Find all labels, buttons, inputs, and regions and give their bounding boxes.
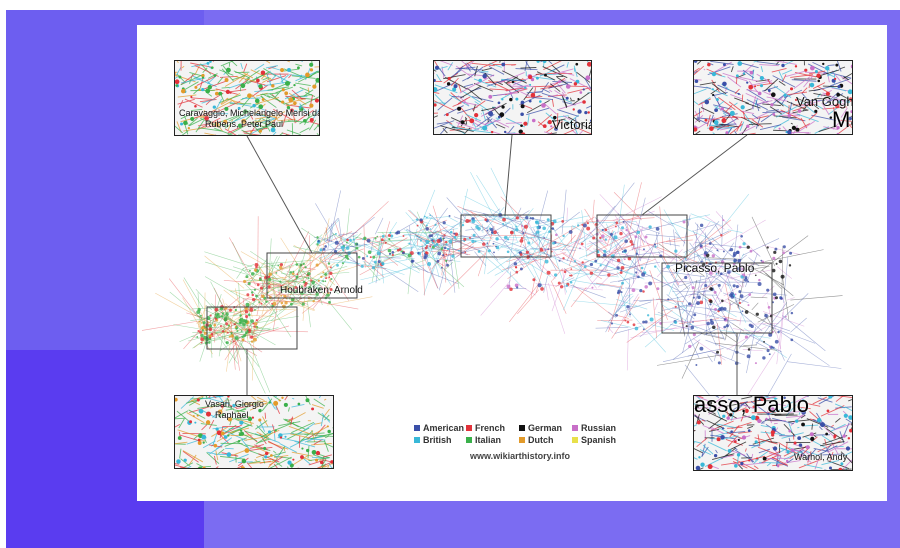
legend-label: Italian bbox=[475, 435, 502, 445]
inset-label: Raphael bbox=[215, 410, 249, 420]
inset-network bbox=[175, 396, 333, 468]
legend-item-dutch: Dutch bbox=[519, 435, 554, 445]
legend-swatch bbox=[466, 437, 472, 443]
inset-network bbox=[175, 61, 319, 135]
legend-item-german: German bbox=[519, 423, 562, 433]
inset-label: Warhol, Andy bbox=[794, 452, 848, 462]
inset-bottom-right: asso, Pablo Warhol, Andy bbox=[693, 395, 853, 471]
legend-swatch bbox=[414, 425, 420, 431]
legend-item-british: British bbox=[414, 435, 452, 445]
leader-lines bbox=[246, 134, 748, 395]
legend-swatch bbox=[572, 425, 578, 431]
legend-swatch bbox=[519, 437, 525, 443]
legend-label: German bbox=[528, 423, 563, 433]
inset-label: Victoria bbox=[552, 117, 592, 132]
inset-top-center: Victoria bbox=[433, 60, 592, 135]
inset-label: Ma bbox=[832, 107, 852, 132]
inset-label: Rubens, Peter Paul bbox=[205, 119, 284, 129]
inset-top-right: Van Gogh, Vincent Ma bbox=[693, 60, 853, 135]
legend-label: Dutch bbox=[528, 435, 554, 445]
legend-label: American bbox=[423, 423, 465, 433]
legend-item-spanish: Spanish bbox=[572, 435, 616, 445]
legend-label: Russian bbox=[581, 423, 617, 433]
art-history-network bbox=[141, 134, 843, 401]
inset-label: Vasari, Giorgio bbox=[205, 399, 264, 409]
legend-item-french: French bbox=[466, 423, 505, 433]
legend-item-italian: Italian bbox=[466, 435, 501, 445]
legend-item-russian: Russian bbox=[572, 423, 616, 433]
legend-swatch bbox=[414, 437, 420, 443]
inset-network bbox=[434, 61, 591, 134]
inset-network bbox=[694, 396, 852, 470]
inset-label: Caravaggio, Michelangelo Merisi da bbox=[179, 108, 320, 118]
network-nodes bbox=[196, 213, 794, 366]
inset-top-left: Caravaggio, Michelangelo Merisi da Ruben… bbox=[174, 60, 320, 136]
label-houbraken: Houbraken, Arnold bbox=[280, 285, 363, 296]
inset-network bbox=[694, 61, 852, 134]
inset-bottom-left: Vasari, Giorgio Raphael bbox=[174, 395, 334, 469]
legend-label: Spanish bbox=[581, 435, 617, 445]
network-figure-card: Houbraken, Arnold Picasso, Pablo Caravag… bbox=[137, 25, 887, 501]
legend-swatch bbox=[519, 425, 525, 431]
zoom-boxes bbox=[206, 214, 773, 350]
legend-swatch bbox=[572, 437, 578, 443]
legend-label: French bbox=[475, 423, 506, 433]
inset-label: Van Gogh, Vincent bbox=[796, 94, 853, 109]
legend-label: British bbox=[423, 435, 452, 445]
legend-item-american: American bbox=[414, 423, 464, 433]
label-picasso: Picasso, Pablo bbox=[675, 261, 755, 275]
inset-label: asso, Pablo bbox=[694, 395, 809, 417]
source-url: www.wikiarthistory.info bbox=[470, 451, 571, 461]
legend-swatch bbox=[466, 425, 472, 431]
background-frame: Houbraken, Arnold Picasso, Pablo Caravag… bbox=[6, 10, 900, 548]
